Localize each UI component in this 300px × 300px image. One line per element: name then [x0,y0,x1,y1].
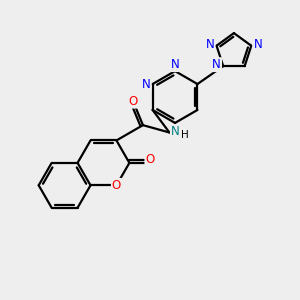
Text: N: N [171,58,179,71]
Text: H: H [181,130,189,140]
Text: N: N [212,58,221,71]
Text: O: O [146,153,154,166]
Text: N: N [254,38,262,51]
Text: N: N [171,125,180,138]
Text: N: N [206,38,214,51]
Text: N: N [142,77,151,91]
Text: O: O [112,179,121,192]
Text: O: O [129,94,138,108]
